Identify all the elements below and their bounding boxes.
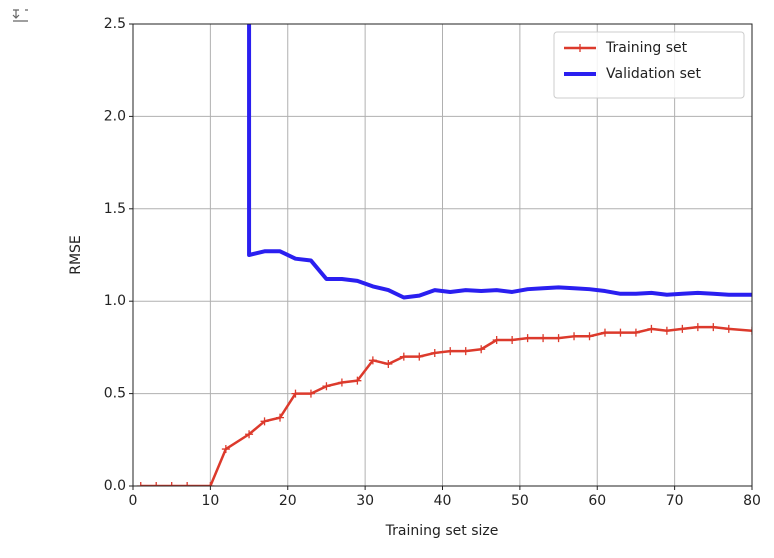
point-marker xyxy=(693,323,702,332)
point-marker xyxy=(399,352,408,361)
x-axis-label: Training set size xyxy=(385,523,499,539)
y-tick-label: 2.5 xyxy=(104,16,126,32)
x-tick-label: 20 xyxy=(279,493,297,509)
point-marker xyxy=(678,324,687,333)
point-marker xyxy=(353,376,362,385)
x-tick-label: 30 xyxy=(356,493,374,509)
y-tick-label: 1.5 xyxy=(104,201,126,217)
point-marker xyxy=(167,482,176,486)
point-marker xyxy=(152,482,161,486)
point-marker xyxy=(430,348,439,357)
point-marker xyxy=(368,356,377,365)
y-tick-label: 0.5 xyxy=(104,386,126,402)
point-marker xyxy=(206,482,215,486)
point-marker xyxy=(709,323,718,332)
point-marker xyxy=(662,326,671,335)
legend-label: Training set xyxy=(605,40,688,56)
x-tick-label: 80 xyxy=(743,493,761,509)
point-marker xyxy=(748,326,752,335)
series-line xyxy=(247,24,752,300)
point-marker xyxy=(508,336,517,345)
output-icon[interactable] xyxy=(12,9,28,22)
point-marker xyxy=(276,413,285,422)
icon-stroke xyxy=(12,9,28,22)
x-tick-label: 70 xyxy=(666,493,684,509)
point-marker xyxy=(461,347,470,356)
y-axis-label: RMSE xyxy=(68,235,84,275)
point-marker xyxy=(477,345,486,354)
plot-area xyxy=(136,24,752,486)
point-marker xyxy=(554,334,563,343)
point-marker xyxy=(446,347,455,356)
legend-label: Validation set xyxy=(606,66,701,82)
point-marker xyxy=(631,328,640,337)
point-marker xyxy=(647,324,656,333)
point-marker xyxy=(337,378,346,387)
point-marker xyxy=(415,352,424,361)
point-marker xyxy=(260,417,269,426)
x-tick-label: 10 xyxy=(201,493,219,509)
point-marker xyxy=(585,332,594,341)
point-marker xyxy=(539,334,548,343)
y-tick-label: 1.0 xyxy=(104,293,126,309)
point-marker xyxy=(600,328,609,337)
x-tick-label: 60 xyxy=(588,493,606,509)
ticks: 0 10 20 30 40 50 60 70 80 0.0 0.5 1.0 1.5 2.0 2.5 xyxy=(104,16,761,509)
point-marker xyxy=(245,430,254,439)
point-marker xyxy=(136,482,145,486)
x-tick-label: 0 xyxy=(129,493,138,509)
point-marker xyxy=(306,389,315,398)
point-marker xyxy=(492,336,501,345)
grid xyxy=(132,23,753,487)
legend-box xyxy=(553,31,745,99)
y-tick-label: 2.0 xyxy=(104,108,126,124)
point-marker xyxy=(221,445,230,454)
legend: Training set Validation set xyxy=(553,31,745,99)
point-marker xyxy=(570,332,579,341)
point-marker xyxy=(322,382,331,391)
x-tick-label: 50 xyxy=(511,493,529,509)
point-marker xyxy=(291,389,300,398)
point-marker xyxy=(523,334,532,343)
point-marker xyxy=(183,482,192,486)
y-tick-label: 0.0 xyxy=(104,478,126,494)
point-marker xyxy=(724,324,733,333)
legend-marker xyxy=(576,44,584,52)
x-tick-label: 40 xyxy=(434,493,452,509)
point-marker xyxy=(384,360,393,369)
point-marker xyxy=(616,328,625,337)
